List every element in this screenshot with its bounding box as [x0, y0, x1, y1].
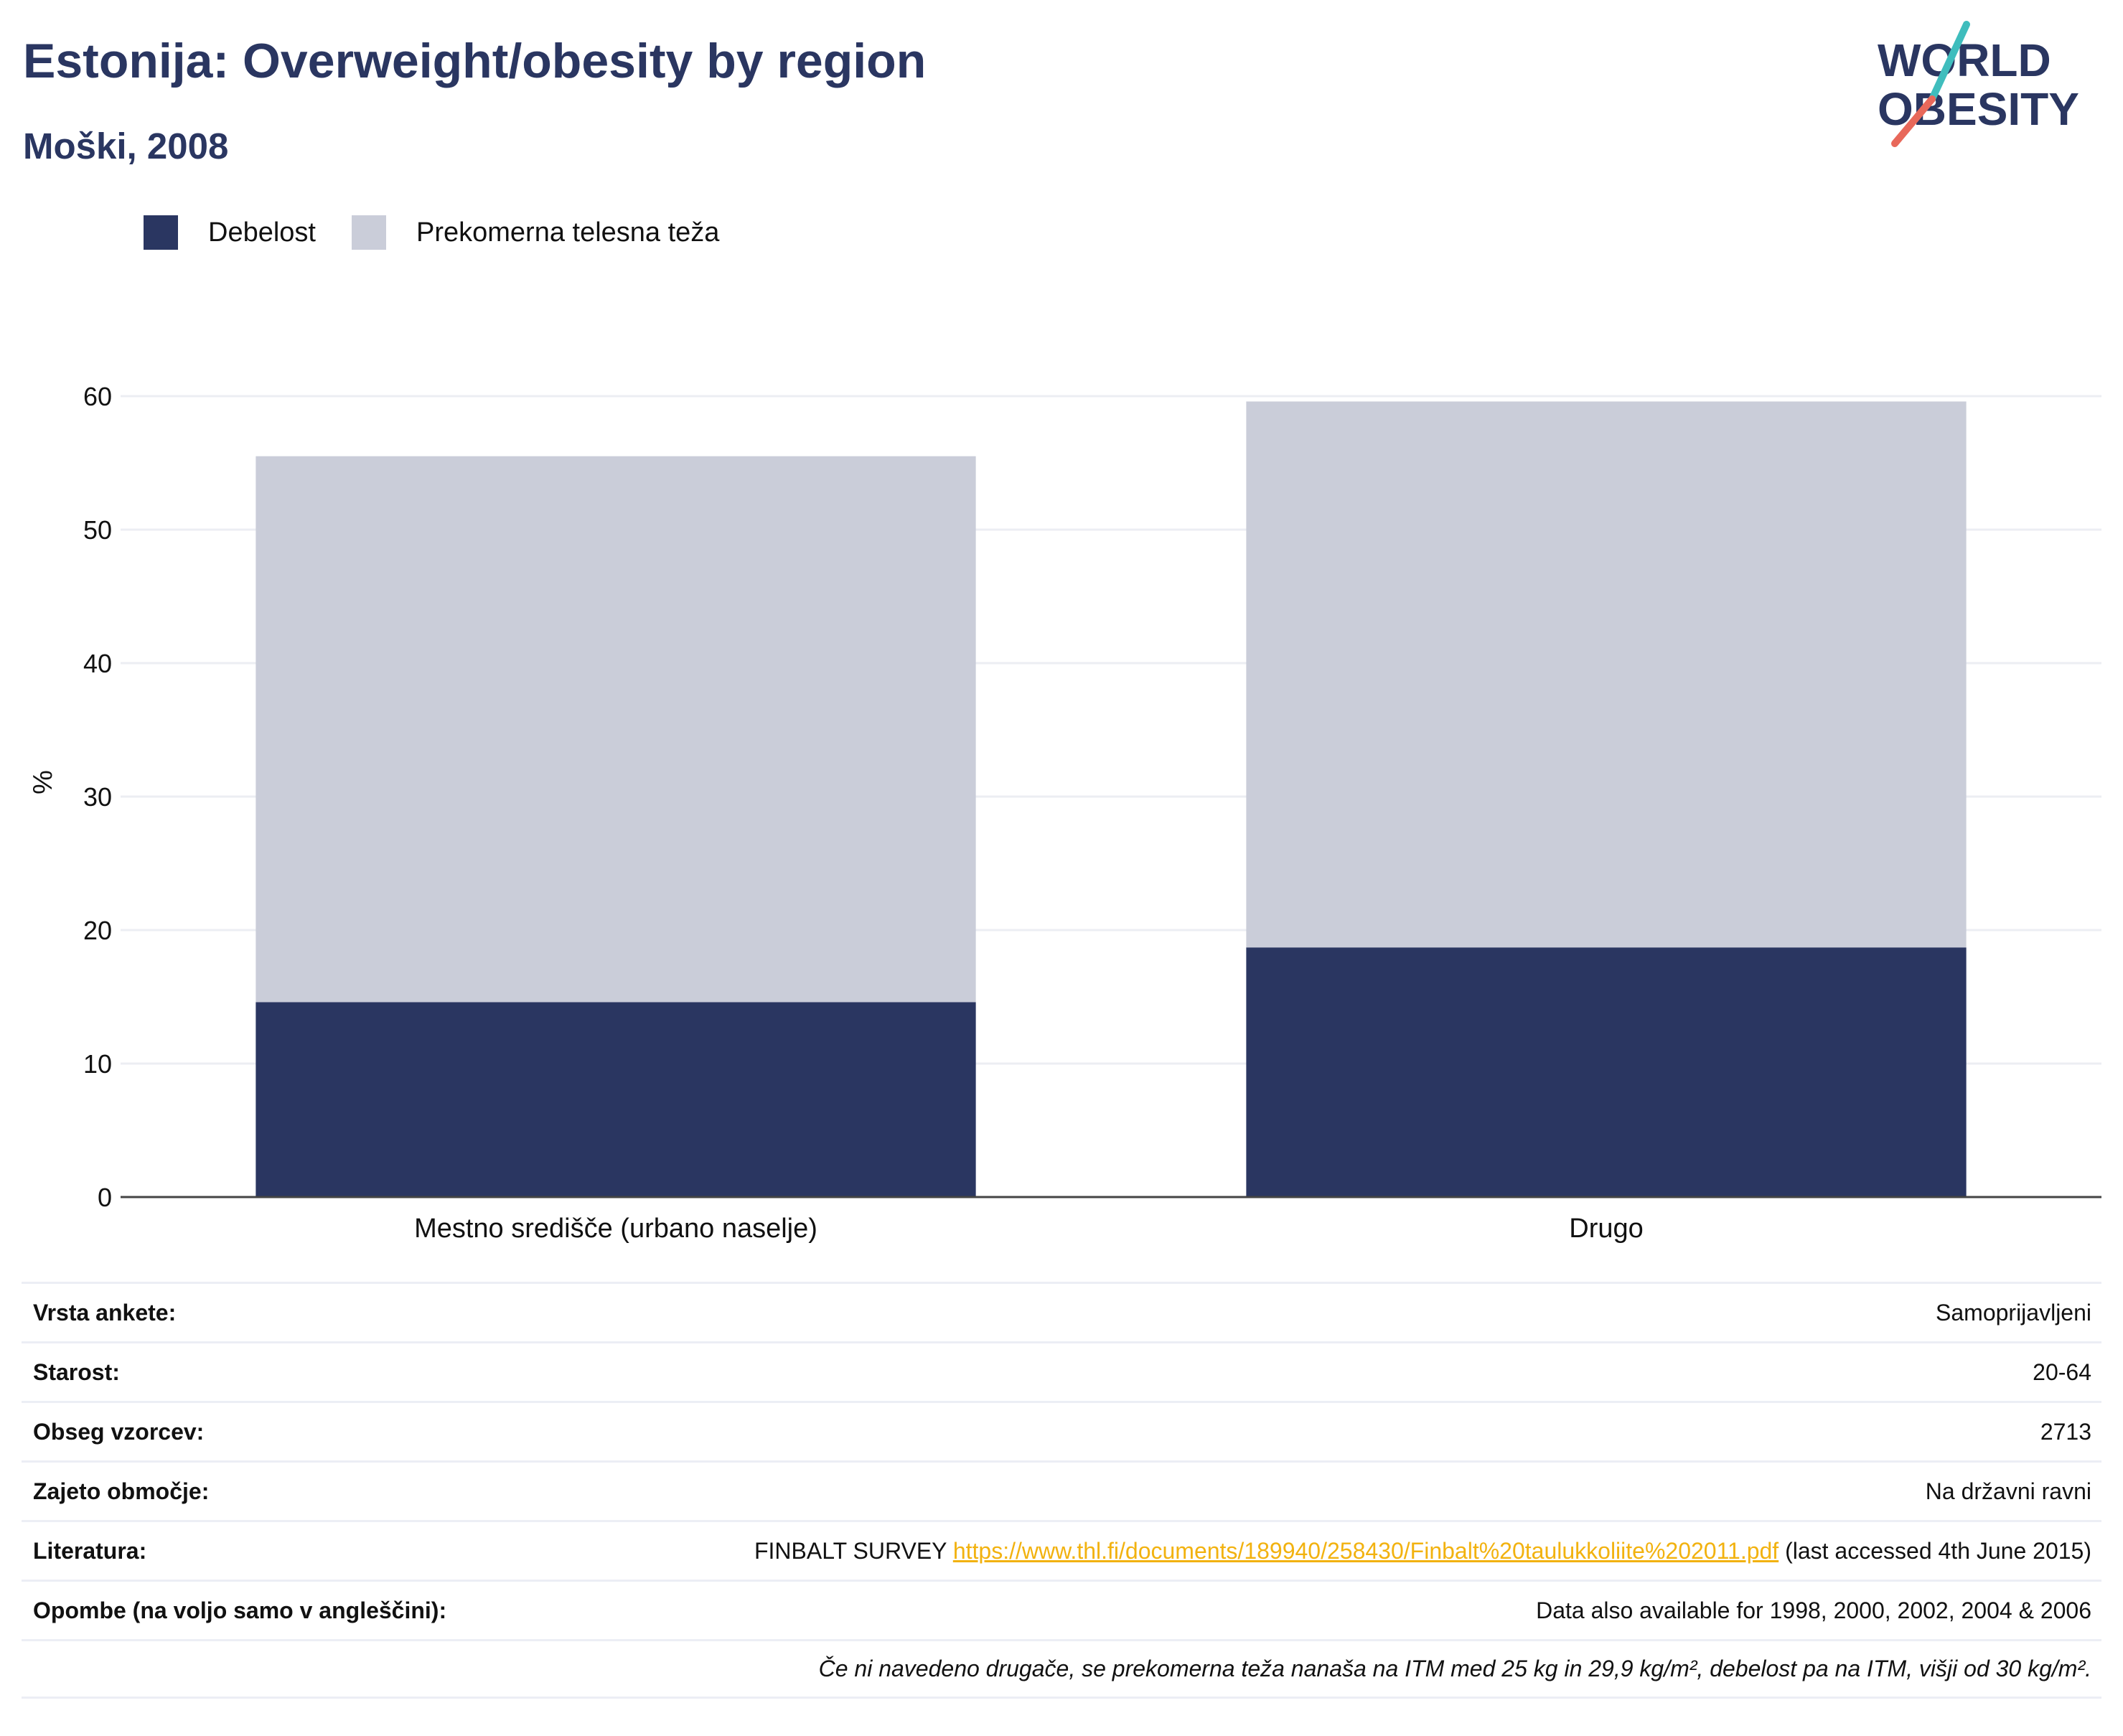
meta-label-survey-type: Vrsta ankete:	[33, 1299, 177, 1326]
chart-legend: Debelost Prekomerna telesna teža	[144, 212, 755, 253]
reference-link[interactable]: https://www.thl.fi/documents/189940/2584…	[952, 1537, 1779, 1564]
meta-value-age: 20-64	[2033, 1359, 2091, 1385]
bar-overweight-1	[1246, 401, 1967, 948]
y-tick-label-0: 0	[98, 1183, 112, 1212]
reference-accessed: (last accessed 4th June 2015)	[1785, 1537, 2091, 1564]
meta-label-age: Starost:	[33, 1359, 120, 1385]
meta-label-area: Zajeto območje:	[33, 1478, 210, 1504]
meta-label-reference: Literatura:	[33, 1537, 147, 1564]
bar-obesity-0	[256, 1002, 976, 1197]
legend-swatch-obesity	[144, 215, 178, 250]
world-obesity-logo: WORLD OBESITY	[1878, 21, 2079, 147]
meta-row-age: Starost: 20-64	[22, 1341, 2101, 1401]
bar-overweight-0	[256, 456, 976, 1003]
y-tick-label-30: 30	[83, 782, 112, 812]
meta-row-footnote: Če ni navedeno drugače, se prekomerna te…	[22, 1639, 2101, 1699]
meta-row-area: Zajeto območje: Na državni ravni	[22, 1460, 2101, 1520]
legend-label-overweight: Prekomerna telesna teža	[416, 217, 720, 248]
meta-row-reference: Literatura: FINBALT SURVEY https://www.t…	[22, 1520, 2101, 1580]
survey-details-table: Vrsta ankete: Samoprijavljeni Starost: 2…	[22, 1282, 2101, 1699]
meta-label-sample-size: Obseg vzorcev:	[33, 1418, 205, 1445]
x-tick-label-1: Drugo	[1569, 1214, 1644, 1244]
bmi-footnote: Če ni navedeno drugače, se prekomerna te…	[818, 1656, 2091, 1681]
meta-value-area: Na državni ravni	[1925, 1478, 2091, 1504]
reference-source: FINBALT SURVEY	[754, 1537, 947, 1564]
y-axis-title: %	[28, 770, 58, 794]
y-tick-label-50: 50	[83, 515, 112, 545]
legend-item-overweight[interactable]: Prekomerna telesna teža	[351, 215, 720, 250]
logo-text-world: WORLD	[1878, 34, 2051, 86]
legend-item-obesity[interactable]: Debelost	[144, 215, 316, 250]
meta-value-survey-type: Samoprijavljeni	[1936, 1299, 2091, 1326]
legend-label-obesity: Debelost	[208, 217, 316, 248]
meta-row-survey-type: Vrsta ankete: Samoprijavljeni	[22, 1282, 2101, 1341]
meta-label-notes: Opombe (na voljo samo v angleščini):	[33, 1597, 447, 1623]
y-tick-label-20: 20	[83, 916, 112, 945]
chart-title: Estonija: Overweight/obesity by region	[23, 34, 927, 88]
chart-subtitle: Moški, 2008	[23, 126, 229, 166]
y-tick-label-40: 40	[83, 649, 112, 678]
meta-value-notes: Data also available for 1998, 2000, 2002…	[1536, 1597, 2091, 1623]
y-tick-label-10: 10	[83, 1049, 112, 1079]
meta-value-sample-size: 2713	[2040, 1418, 2091, 1445]
meta-row-notes: Opombe (na voljo samo v angleščini): Dat…	[22, 1580, 2101, 1639]
meta-value-reference: FINBALT SURVEY https://www.thl.fi/docume…	[754, 1538, 2091, 1564]
logo-slash-red	[1891, 95, 1936, 147]
y-tick-label-60: 60	[83, 382, 112, 411]
legend-swatch-overweight	[351, 215, 386, 250]
bar-chart: 0 10 20 30 40 50 60% Mestno središče (urbano na…	[28, 382, 2101, 1244]
meta-row-sample-size: Obseg vzorcev: 2713	[22, 1401, 2101, 1460]
logo-slash-teal	[1928, 21, 1970, 103]
bar-obesity-1	[1246, 947, 1967, 1197]
x-tick-label-0: Mestno središče (urbano naselje)	[414, 1214, 817, 1244]
